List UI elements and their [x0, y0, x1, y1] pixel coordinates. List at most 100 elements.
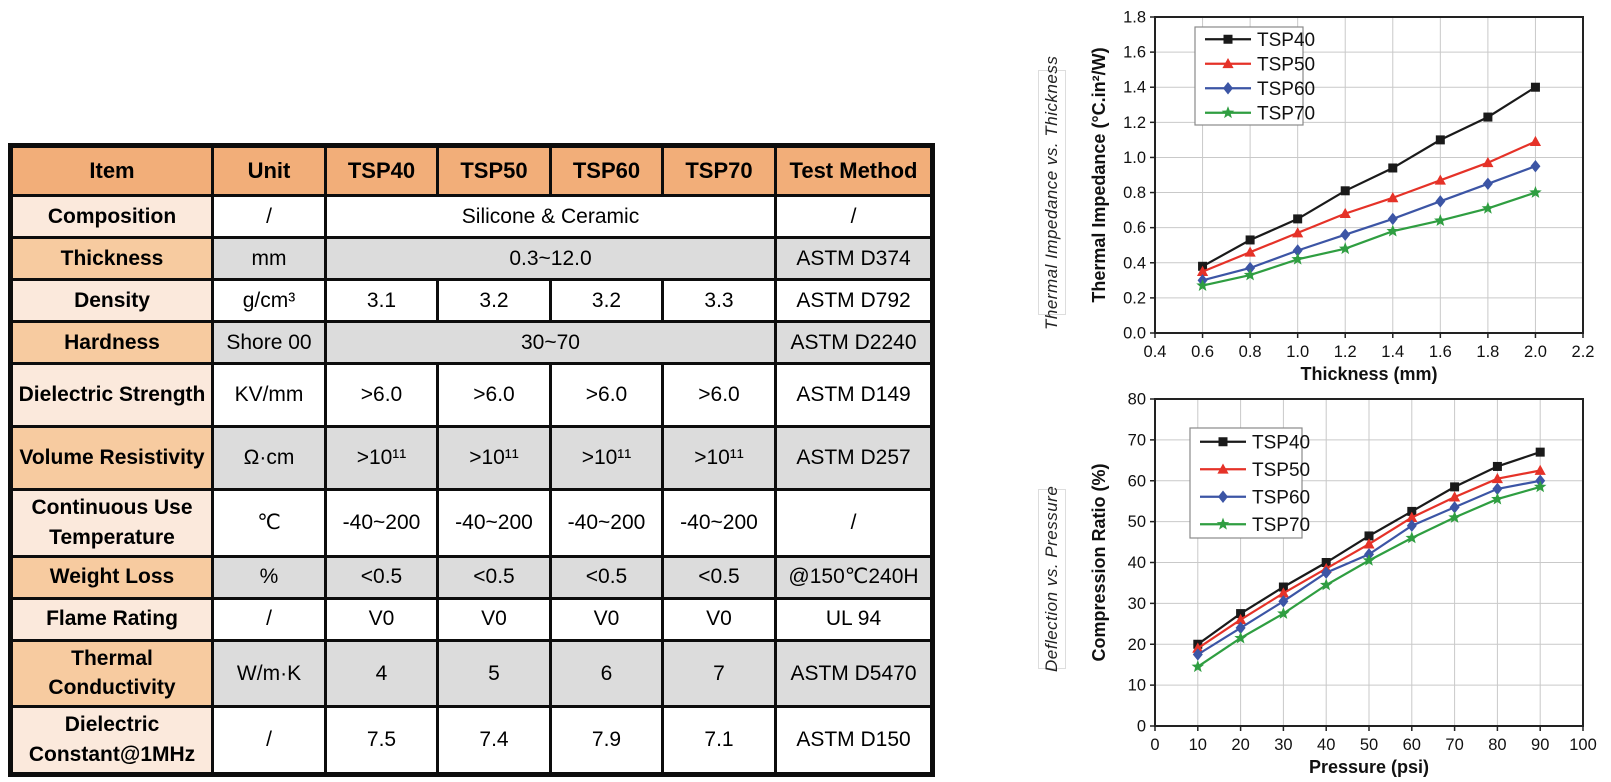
axis-ticks: 0 10 20 30 40 50 60 70 80 90 100 0 10 20 30 40 50 60 70 80: [1128, 391, 1597, 755]
svg-text:70: 70: [1128, 431, 1146, 449]
svg-text:TSP40: TSP40: [1257, 30, 1315, 51]
table-cell: 30~70: [324, 320, 777, 365]
series-TSP60: [1197, 160, 1541, 287]
table-cell: 3.2: [436, 278, 552, 323]
table-cell: Flame Rating: [9, 596, 214, 642]
svg-text:1.6: 1.6: [1123, 44, 1146, 62]
table-cell: V0: [549, 596, 664, 642]
column-header: Item: [9, 144, 214, 197]
table-cell: mm: [211, 236, 327, 281]
column-header: TSP60: [549, 144, 664, 197]
table-cell: V0: [661, 596, 777, 642]
table-cell: >10¹¹: [661, 425, 777, 491]
series-TSP40: [1193, 447, 1545, 649]
table-cell: /: [211, 705, 327, 776]
svg-text:60: 60: [1128, 472, 1146, 490]
svg-text:1.0: 1.0: [1123, 149, 1146, 167]
y-axis-title: Thermal Impedance (°C.in²/W): [1089, 47, 1109, 302]
table-row: Volume Resistivity Ω·cm >10¹¹ >10¹¹ >10¹¹ >10…: [9, 425, 934, 491]
svg-text:TSP50: TSP50: [1257, 54, 1315, 75]
table-cell: ℃: [211, 488, 327, 558]
table-cell: 7: [661, 638, 777, 709]
legend: TSP40 TSP50 TSP60 TSP70: [1189, 427, 1310, 539]
table-row: Weight Loss% <0.5 <0.5 <0.5 <0.5 @150℃240H: [9, 554, 934, 600]
thermal-impedance-chart: 0.4 0.6 0.8 1.0 1.2 1.4 1.6 1.8 2.0 2.2 0.0 0.2 0.4 0…: [1089, 9, 1594, 385]
table-cell: >6.0: [436, 362, 552, 428]
table-cell: Thickness: [9, 236, 214, 281]
svg-text:0.8: 0.8: [1123, 184, 1146, 202]
table-cell: Density: [9, 278, 214, 323]
svg-text:90: 90: [1531, 736, 1549, 754]
table-cell: 7.9: [549, 705, 664, 776]
svg-text:60: 60: [1403, 736, 1421, 754]
table-row: Continuous Use Temperature ℃ -40~200 -40~20…: [9, 488, 934, 558]
table-cell: /: [774, 488, 934, 558]
table-cell: Dielectric Strength: [9, 362, 214, 428]
table-cell: 6: [549, 638, 664, 709]
table-cell: Hardness: [9, 320, 214, 365]
svg-text:TSP50: TSP50: [1252, 460, 1310, 481]
table-cell: /: [211, 194, 327, 239]
svg-text:50: 50: [1128, 513, 1146, 531]
series-TSP50: [1192, 464, 1546, 653]
svg-text:0.2: 0.2: [1123, 289, 1146, 307]
table-cell: Silicone & Ceramic: [324, 194, 777, 239]
plot-border: [1154, 16, 1584, 334]
table-cell: <0.5: [324, 554, 439, 600]
x-axis-title: Pressure (psi): [1309, 757, 1429, 777]
table-cell: >6.0: [661, 362, 777, 428]
svg-text:TSP70: TSP70: [1257, 103, 1315, 124]
svg-text:40: 40: [1317, 736, 1335, 754]
svg-text:1.8: 1.8: [1476, 343, 1499, 361]
table-cell: /: [211, 596, 327, 642]
table-cell: >10¹¹: [436, 425, 552, 491]
table-cell: 4: [324, 638, 439, 709]
table-cell: 3.2: [549, 278, 664, 323]
table-row: Density g/cm³ 3.1 3.2 3.2 3.3 ASTM D792: [9, 278, 934, 323]
svg-text:100: 100: [1569, 736, 1597, 754]
table-cell: Weight Loss: [9, 554, 214, 600]
svg-text:1.4: 1.4: [1123, 79, 1146, 97]
svg-text:70: 70: [1445, 736, 1463, 754]
table-cell: W/m·K: [211, 638, 327, 709]
svg-text:1.4: 1.4: [1381, 343, 1404, 361]
table-cell: >6.0: [324, 362, 439, 428]
table-cell: @150℃240H: [774, 554, 934, 600]
column-header: TSP50: [436, 144, 552, 197]
svg-text:0.8: 0.8: [1239, 343, 1262, 361]
table-row: Dielectric Constant@1MHz/7.5 7.4 7.9 7.1 AST…: [9, 705, 934, 776]
svg-text:80: 80: [1488, 736, 1506, 754]
svg-text:20: 20: [1231, 736, 1249, 754]
svg-text:10: 10: [1189, 736, 1207, 754]
table-cell: V0: [324, 596, 439, 642]
table-cell: 7.5: [324, 705, 439, 776]
svg-text:1.8: 1.8: [1123, 9, 1146, 27]
table-cell: -40~200: [436, 488, 552, 558]
svg-text:30: 30: [1274, 736, 1292, 754]
svg-text:TSP40: TSP40: [1252, 432, 1310, 453]
table-cell: ASTM D792: [774, 278, 934, 323]
axis-ticks: 0.4 0.6 0.8 1.0 1.2 1.4 1.6 1.8 2.0 2.2 0.0 0.2 0.4 0…: [1123, 9, 1594, 362]
table-cell: 7.1: [661, 705, 777, 776]
series-TSP70: [1191, 480, 1547, 673]
table-cell: -40~200: [661, 488, 777, 558]
table-cell: Shore 00: [211, 320, 327, 365]
legend: TSP40 TSP50 TSP60 TSP70: [1194, 26, 1315, 126]
table-row: Thermal Conductivity W/m·K 4 5 6 7 ASTM D5470: [9, 638, 934, 709]
series-TSP50: [1196, 135, 1542, 276]
svg-text:50: 50: [1360, 736, 1378, 754]
table-row: Thickness mm 0.3~12.0 ASTM D374: [9, 236, 934, 281]
column-header: TSP40: [324, 144, 439, 197]
table-header-row: Item Unit TSP40 TSP50 TSP60 TSP70 Test Method: [9, 144, 934, 197]
svg-text:TSP60: TSP60: [1252, 487, 1310, 508]
svg-text:1.6: 1.6: [1429, 343, 1452, 361]
table-cell: 3.3: [661, 278, 777, 323]
table-cell: -40~200: [549, 488, 664, 558]
column-header: Test Method: [774, 144, 934, 197]
svg-text:10: 10: [1128, 677, 1146, 695]
table-cell: Continuous Use Temperature: [9, 488, 214, 558]
table-cell: Ω·cm: [211, 425, 327, 491]
table-cell: -40~200: [324, 488, 439, 558]
svg-text:2.0: 2.0: [1524, 343, 1547, 361]
